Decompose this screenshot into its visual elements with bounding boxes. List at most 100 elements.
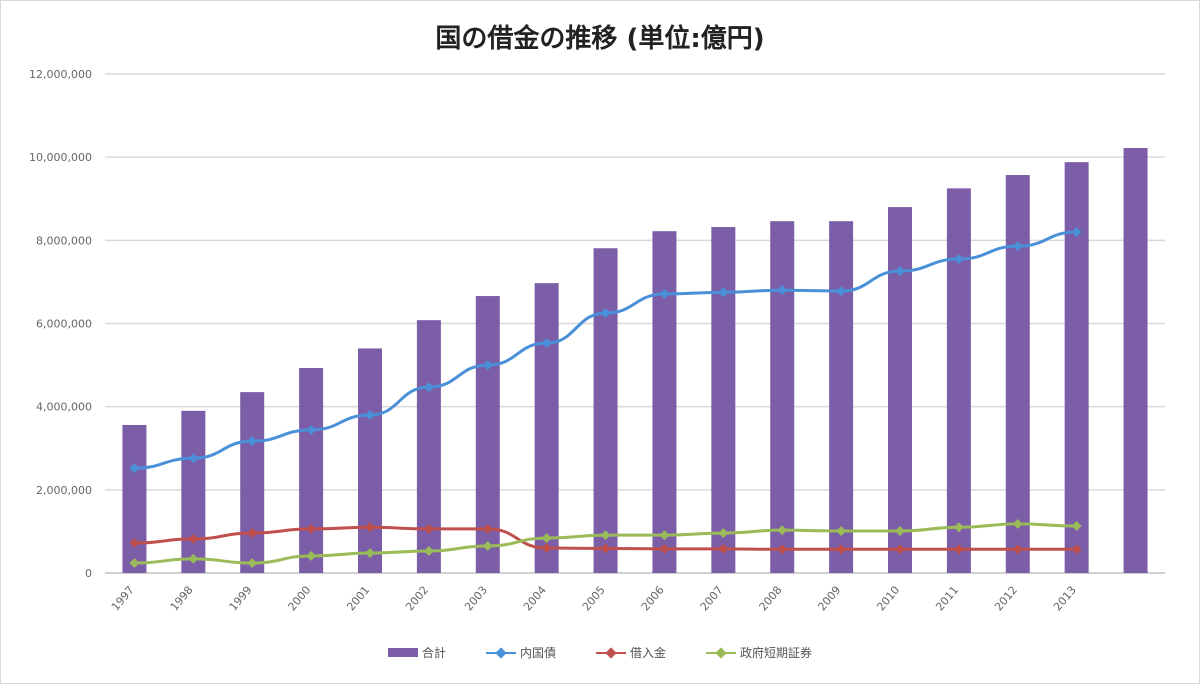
x-tick-label: 2005 bbox=[580, 584, 608, 614]
x-tick-label: 2002 bbox=[403, 584, 431, 614]
bar-合計 bbox=[1123, 148, 1148, 574]
x-tick-label: 2003 bbox=[462, 584, 490, 614]
bar-合計 bbox=[1005, 175, 1030, 574]
marker-借入金 bbox=[777, 544, 788, 555]
marker-借入金 bbox=[836, 544, 847, 555]
marker-政府短期証券 bbox=[895, 526, 905, 536]
legend-label: 内国債 bbox=[519, 646, 556, 660]
bar-合計 bbox=[299, 367, 324, 573]
bar-合計 bbox=[181, 410, 206, 573]
y-tick-label: 0 bbox=[85, 567, 92, 580]
bar-合計 bbox=[122, 424, 147, 573]
bar-合計 bbox=[652, 231, 677, 573]
marker-内国債 bbox=[895, 266, 905, 277]
marker-内国債 bbox=[129, 463, 140, 474]
marker-借入金 bbox=[895, 544, 905, 555]
legend-item: 内国債 bbox=[485, 644, 556, 661]
y-tick-label: 8,000,000 bbox=[36, 234, 92, 247]
legend-line-swatch bbox=[485, 646, 516, 659]
marker-内国債 bbox=[836, 286, 847, 297]
legend-line-swatch bbox=[596, 646, 626, 659]
x-tick-label: 2004 bbox=[521, 584, 549, 614]
bar-合計 bbox=[829, 221, 854, 573]
bar-合計 bbox=[358, 348, 382, 573]
marker-借入金 bbox=[423, 523, 434, 534]
x-tick-label: 2013 bbox=[1051, 584, 1079, 614]
marker-内国債 bbox=[1012, 241, 1023, 252]
bar-合計 bbox=[534, 283, 559, 573]
marker-借入金 bbox=[129, 538, 140, 549]
line-内国債 bbox=[134, 230, 1077, 470]
bar-合計 bbox=[770, 221, 795, 573]
marker-借入金 bbox=[718, 543, 729, 554]
y-tick-label: 6,000,000 bbox=[36, 318, 92, 331]
legend-line-swatch bbox=[706, 646, 737, 659]
legend-label: 政府短期証券 bbox=[740, 646, 813, 660]
marker-政府短期証券 bbox=[188, 553, 199, 564]
marker-政府短期証券 bbox=[247, 558, 258, 568]
marker-内国債 bbox=[953, 254, 964, 264]
marker-内国債 bbox=[423, 382, 434, 393]
y-tick-label: 12,000,000 bbox=[29, 68, 92, 81]
marker-借入金 bbox=[306, 523, 317, 534]
bar-合計 bbox=[946, 188, 971, 573]
marker-政府短期証券 bbox=[777, 525, 788, 536]
legend-item: 借入金 bbox=[596, 644, 666, 661]
marker-内国債 bbox=[718, 287, 729, 298]
x-tick-label: 2008 bbox=[757, 584, 785, 614]
marker-借入金 bbox=[365, 522, 375, 533]
marker-政府短期証券 bbox=[659, 530, 670, 541]
bar-合計 bbox=[593, 248, 618, 573]
marker-内国債 bbox=[600, 308, 611, 319]
x-tick-label: 1999 bbox=[227, 584, 255, 614]
marker-政府短期証券 bbox=[541, 533, 552, 544]
marker-借入金 bbox=[188, 533, 199, 544]
bar-合計 bbox=[240, 392, 265, 573]
marker-借入金 bbox=[482, 523, 493, 534]
marker-政府短期証券 bbox=[129, 558, 140, 568]
marker-政府短期証券 bbox=[836, 526, 847, 536]
x-tick-label: 2010 bbox=[874, 584, 902, 614]
x-tick-label: 2000 bbox=[285, 584, 313, 614]
bar-合計 bbox=[1064, 162, 1089, 573]
marker-内国債 bbox=[1071, 227, 1082, 237]
x-tick-label: 2006 bbox=[639, 584, 667, 614]
bar-合計 bbox=[888, 207, 912, 574]
x-tick-label: 2009 bbox=[815, 584, 843, 614]
x-tick-label: 1997 bbox=[109, 584, 137, 614]
marker-政府短期証券 bbox=[1012, 518, 1023, 529]
y-tick-label: 10,000,000 bbox=[29, 151, 92, 164]
marker-政府短期証券 bbox=[1071, 521, 1082, 531]
y-tick-label: 4,000,000 bbox=[36, 401, 92, 414]
marker-政府短期証券 bbox=[306, 551, 317, 561]
legend-item: 合計 bbox=[387, 644, 446, 661]
legend-label: 合計 bbox=[421, 646, 446, 660]
x-tick-label: 2007 bbox=[698, 584, 726, 614]
marker-借入金 bbox=[541, 543, 552, 553]
x-tick-label: 2001 bbox=[344, 584, 372, 614]
marker-借入金 bbox=[600, 543, 611, 554]
marker-内国債 bbox=[365, 410, 375, 420]
x-tick-label: 1998 bbox=[168, 584, 196, 614]
bar-合計 bbox=[711, 227, 736, 573]
marker-内国債 bbox=[541, 338, 552, 348]
marker-内国債 bbox=[188, 453, 199, 464]
x-tick-label: 2011 bbox=[933, 584, 961, 614]
marker-借入金 bbox=[247, 528, 258, 539]
marker-借入金 bbox=[1071, 544, 1082, 555]
marker-内国債 bbox=[247, 436, 258, 447]
marker-内国債 bbox=[482, 360, 493, 371]
marker-内国債 bbox=[306, 425, 317, 435]
marker-借入金 bbox=[1012, 544, 1023, 555]
marker-内国債 bbox=[659, 289, 670, 299]
bar-合計 bbox=[416, 320, 441, 573]
legend-label: 借入金 bbox=[630, 646, 667, 660]
marker-政府短期証券 bbox=[423, 546, 434, 556]
marker-政府短期証券 bbox=[600, 530, 611, 541]
legend: 合計 内国債 借入金 政府短期証券 bbox=[0, 644, 1200, 661]
marker-借入金 bbox=[659, 543, 670, 554]
legend-bar-swatch bbox=[387, 648, 418, 657]
marker-内国債 bbox=[777, 285, 788, 296]
legend-item: 政府短期証券 bbox=[706, 644, 812, 661]
